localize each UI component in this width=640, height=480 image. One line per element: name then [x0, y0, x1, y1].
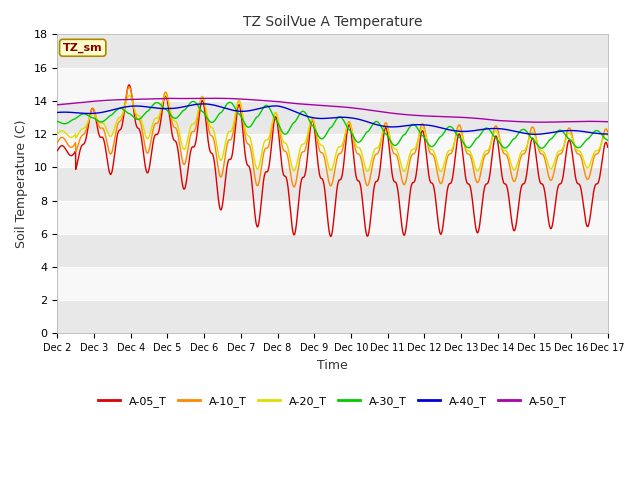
- Text: TZ_sm: TZ_sm: [63, 43, 102, 53]
- Title: TZ SoilVue A Temperature: TZ SoilVue A Temperature: [243, 15, 422, 29]
- Bar: [58, 101, 608, 134]
- Bar: [58, 201, 608, 234]
- X-axis label: Time: Time: [317, 359, 348, 372]
- Bar: [58, 134, 608, 168]
- Bar: [58, 234, 608, 267]
- Bar: [58, 168, 608, 201]
- Y-axis label: Soil Temperature (C): Soil Temperature (C): [15, 120, 28, 248]
- Bar: [58, 300, 608, 334]
- Bar: [58, 68, 608, 101]
- Bar: [58, 267, 608, 300]
- Bar: [58, 35, 608, 68]
- Legend: A-05_T, A-10_T, A-20_T, A-30_T, A-40_T, A-50_T: A-05_T, A-10_T, A-20_T, A-30_T, A-40_T, …: [93, 392, 572, 412]
